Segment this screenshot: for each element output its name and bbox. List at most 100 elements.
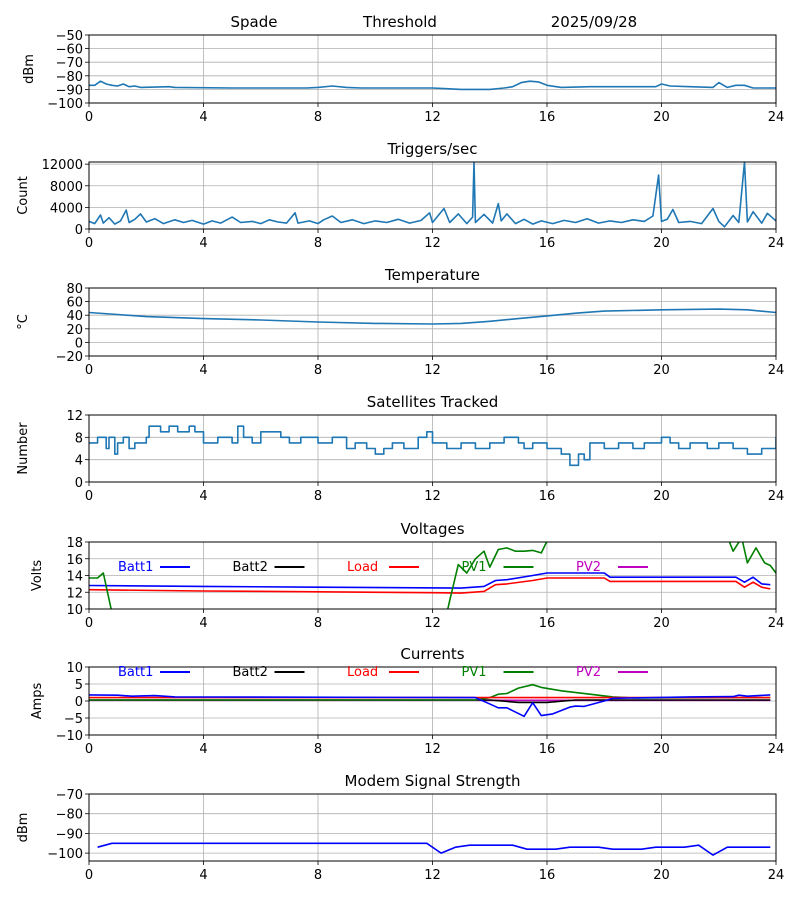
y-tick-label: −90: [56, 827, 83, 842]
series-line-triggers: [89, 162, 776, 228]
x-tick-label: 0: [85, 742, 93, 757]
legend-label-pv1: PV1: [462, 560, 487, 575]
x-tick-label: 8: [314, 742, 322, 757]
x-tick-label: 20: [653, 868, 670, 883]
y-tick-label: −80: [56, 808, 83, 823]
y-tick-label: 4000: [50, 201, 83, 216]
axes-frame: [88, 287, 777, 357]
y-tick-label: −70: [56, 788, 83, 803]
x-tick-label: 20: [653, 616, 670, 631]
x-tick-label: 12: [424, 110, 441, 125]
y-tick-label: 8000: [50, 180, 83, 195]
series-line-threshold: [89, 80, 776, 91]
axes-frame: [88, 34, 777, 104]
title-part: Threshold: [362, 13, 437, 31]
y-tick-label: 12000: [42, 158, 83, 173]
y-tick-label: 10: [66, 661, 83, 676]
x-tick-label: 8: [314, 110, 322, 125]
x-tick-label: 12: [424, 489, 441, 504]
subplot-title: Voltages: [400, 520, 464, 538]
subplot-title: Modem Signal Strength: [345, 772, 521, 790]
y-axis-label: dBm: [16, 813, 31, 843]
x-tick-label: 20: [653, 236, 670, 251]
x-tick-label: 24: [768, 363, 785, 378]
y-tick-label: 16: [66, 553, 83, 568]
series-line-batt1: [89, 694, 771, 718]
legend-label-batt1: Batt1: [118, 560, 153, 575]
y-tick-label: −50: [56, 29, 83, 44]
x-tick-label: 0: [85, 236, 93, 251]
y-tick-label: 4: [75, 454, 83, 469]
x-tick-label: 12: [424, 236, 441, 251]
x-tick-label: 12: [424, 616, 441, 631]
y-tick-label: 80: [66, 282, 83, 297]
series-line-batt1: [89, 572, 771, 589]
y-axis-label: Count: [16, 176, 31, 215]
x-tick-label: 12: [424, 868, 441, 883]
x-tick-label: 12: [424, 742, 441, 757]
y-tick-label: 0: [75, 223, 83, 238]
y-tick-label: 12: [66, 586, 83, 601]
x-tick-label: 0: [85, 868, 93, 883]
axes-frame: [88, 541, 777, 610]
y-tick-label: 12: [66, 409, 83, 424]
x-tick-label: 16: [539, 616, 556, 631]
y-tick-label: 0: [75, 336, 83, 351]
x-tick-label: 4: [199, 489, 207, 504]
x-tick-label: 24: [768, 868, 785, 883]
x-tick-label: 0: [85, 363, 93, 378]
y-tick-label: −100: [47, 97, 83, 112]
legend-label-batt2: Batt2: [233, 665, 268, 680]
axes-frame: [88, 161, 777, 230]
legend-label-batt2: Batt2: [233, 560, 268, 575]
x-tick-label: 12: [424, 363, 441, 378]
y-axis-label: Number: [16, 422, 31, 475]
y-tick-label: −80: [56, 70, 83, 85]
x-tick-label: 20: [653, 110, 670, 125]
x-tick-label: 8: [314, 236, 322, 251]
axes-frame: [88, 414, 777, 483]
y-tick-label: −60: [56, 43, 83, 58]
x-tick-label: 4: [199, 868, 207, 883]
x-tick-label: 24: [768, 616, 785, 631]
subplot-title: Currents: [400, 645, 464, 663]
axes-frame: [88, 793, 777, 862]
legend-label-pv1: PV1: [462, 665, 487, 680]
x-tick-label: 8: [314, 489, 322, 504]
title-part: Spade: [231, 13, 278, 31]
x-tick-label: 16: [539, 110, 556, 125]
x-tick-label: 4: [199, 110, 207, 125]
title-part: 2025/09/28: [551, 13, 637, 31]
x-tick-label: 16: [539, 489, 556, 504]
y-axis-label: Volts: [30, 560, 45, 592]
legend-label-batt1: Batt1: [118, 665, 153, 680]
series-line-temperature: [89, 308, 776, 325]
y-axis-label: °C: [16, 314, 31, 330]
x-tick-label: 20: [653, 489, 670, 504]
subplot-6: 0 4 8 12 16 20 24 −100 −90 −80 −70 dBm Modem Signal …: [16, 772, 784, 883]
axes-frame: [88, 666, 777, 736]
series-line-pv1: [89, 542, 776, 609]
y-tick-label: −100: [47, 847, 83, 862]
y-tick-label: 0: [75, 695, 83, 710]
x-tick-label: 0: [85, 110, 93, 125]
legend-label-pv2: PV2: [576, 560, 601, 575]
y-axis-label: dBm: [22, 54, 37, 84]
y-tick-label: −5: [64, 712, 83, 727]
y-tick-label: 14: [66, 570, 83, 585]
y-axis-label: Amps: [30, 682, 45, 719]
x-tick-label: 0: [85, 616, 93, 631]
subplot-title: Satellites Tracked: [367, 393, 498, 411]
y-tick-label: 60: [66, 296, 83, 311]
x-tick-label: 4: [199, 616, 207, 631]
subplot-0: 0 4 8 12 16 20 24 −100−90−80−70−60−50 dBm Spade Th…: [22, 13, 784, 125]
x-tick-label: 4: [199, 236, 207, 251]
subplot-title: Triggers/sec: [387, 140, 478, 158]
x-tick-label: 4: [199, 742, 207, 757]
x-tick-label: 20: [653, 742, 670, 757]
y-tick-label: 20: [66, 323, 83, 338]
x-tick-label: 24: [768, 742, 785, 757]
